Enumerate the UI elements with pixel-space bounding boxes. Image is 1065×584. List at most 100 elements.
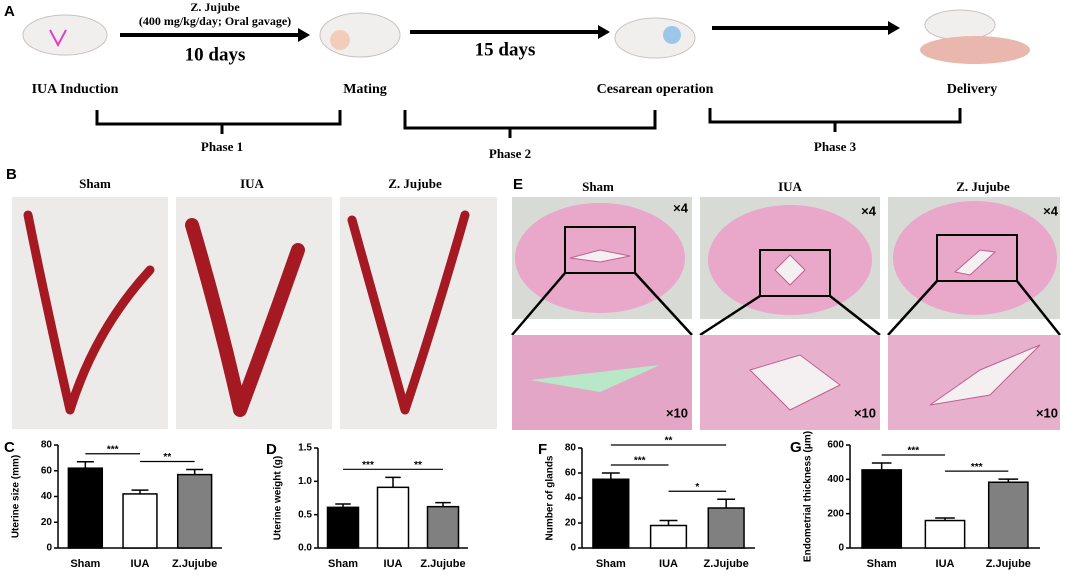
panel-letter: G xyxy=(790,439,802,456)
bar xyxy=(861,469,903,549)
significance-label: *** xyxy=(634,456,646,467)
y-tick-label: 600 xyxy=(827,440,844,451)
bar xyxy=(707,507,745,549)
y-tick-label: 0 xyxy=(838,543,844,554)
x-tick-label: Z.Jujube xyxy=(420,558,465,570)
bar xyxy=(326,506,360,549)
magnification: ×10 xyxy=(666,405,688,420)
arrowhead xyxy=(598,25,610,39)
y-tick-label: 20 xyxy=(41,517,53,528)
significance-label: ** xyxy=(665,436,673,447)
error-bar xyxy=(76,460,94,469)
y-tick-label: 0.5 xyxy=(298,509,312,520)
stage: Delivery xyxy=(947,82,998,97)
y-tick-label: 200 xyxy=(827,508,844,519)
y-tick-label: 400 xyxy=(827,474,844,485)
y-tick-label: 40 xyxy=(565,493,577,504)
x-tick-label: Z.Jujube xyxy=(172,558,217,570)
x-tick-label: Sham xyxy=(867,558,897,570)
bar xyxy=(592,478,630,549)
y-tick-label: 20 xyxy=(565,518,577,529)
phase: Phase 1 xyxy=(201,139,243,154)
group-label: IUA xyxy=(240,176,264,191)
interval: 10 days xyxy=(185,44,246,65)
y-tick-label: 0.0 xyxy=(298,543,312,554)
significance-label: * xyxy=(695,482,699,493)
bracket xyxy=(403,110,657,138)
error-bar xyxy=(335,503,351,508)
x-tick-label: IUA xyxy=(131,558,150,570)
x-tick-label: IUA xyxy=(936,558,955,570)
x-tick-label: Sham xyxy=(328,558,358,570)
stage: Cesarean operation xyxy=(597,82,714,97)
significance-label: ** xyxy=(163,452,171,463)
bracket xyxy=(708,108,962,132)
bar xyxy=(122,493,158,549)
arrowhead xyxy=(888,21,900,35)
y-tick-label: 0 xyxy=(570,543,576,554)
stage: IUA Induction xyxy=(32,82,119,97)
error-bar xyxy=(871,462,892,470)
y-tick-label: 80 xyxy=(565,443,577,454)
magnification: ×4 xyxy=(1043,203,1059,218)
arrowhead xyxy=(298,28,310,42)
significance-label: *** xyxy=(907,446,919,457)
magnification: ×4 xyxy=(673,200,689,215)
phase: Phase 2 xyxy=(489,146,531,161)
panel-letter: C xyxy=(4,439,15,456)
panel-letter: E xyxy=(513,176,523,193)
error-bar xyxy=(717,498,736,508)
error-bar xyxy=(435,501,451,507)
group-label: Sham xyxy=(582,179,614,194)
stage: Mating xyxy=(343,82,387,97)
y-axis-label: Number of glands xyxy=(545,455,556,540)
panel-letter: F xyxy=(538,441,547,458)
panel-letter: D xyxy=(266,441,277,458)
group-label: IUA xyxy=(778,179,802,194)
panel-letter: A xyxy=(4,3,15,20)
y-axis-label: Uterine weight (g) xyxy=(273,456,284,540)
y-tick-label: 80 xyxy=(41,440,53,451)
error-bar xyxy=(385,476,401,488)
histology-images xyxy=(511,197,1061,430)
error-bar xyxy=(186,468,204,475)
significance-label: *** xyxy=(971,462,983,473)
y-tick-label: 40 xyxy=(41,491,53,502)
phase: Phase 3 xyxy=(814,139,857,154)
bar xyxy=(924,519,966,549)
mouse-icons xyxy=(22,9,1030,64)
panel-letter: B xyxy=(6,166,17,183)
group-label: Z. Jujube xyxy=(956,179,1010,194)
x-tick-label: Z.Jujube xyxy=(704,558,749,570)
bar xyxy=(649,524,688,549)
gross-photos xyxy=(12,197,497,429)
error-bar xyxy=(935,517,955,521)
group-label: Z. Jujube xyxy=(388,176,442,191)
bar xyxy=(987,481,1029,549)
dose: (400 mg/kg/day; Oral gavage) xyxy=(139,14,291,28)
error-bar xyxy=(659,519,678,526)
group-label: Sham xyxy=(79,176,111,191)
x-tick-label: IUA xyxy=(384,558,403,570)
bar xyxy=(176,473,213,549)
x-tick-label: Z.Jujube xyxy=(986,558,1031,570)
magnification: ×4 xyxy=(861,203,877,218)
x-tick-label: Sham xyxy=(70,558,100,570)
y-tick-label: 0 xyxy=(46,543,52,554)
y-tick-label: 60 xyxy=(41,465,53,476)
magnification: ×10 xyxy=(854,405,876,420)
x-tick-label: IUA xyxy=(659,558,678,570)
y-axis-label: Endometrial thickness (μm) xyxy=(803,431,814,562)
error-bar xyxy=(601,472,620,480)
bar xyxy=(67,467,104,549)
x-tick-label: Sham xyxy=(596,558,626,570)
magnification: ×10 xyxy=(1036,405,1058,420)
significance-label: *** xyxy=(362,460,374,471)
significance-label: ** xyxy=(414,460,422,471)
treatment: Z. Jujube xyxy=(190,0,240,14)
y-tick-label: 1.5 xyxy=(298,443,312,454)
y-axis-label: Uterine size (mm) xyxy=(11,455,22,538)
y-tick-label: 60 xyxy=(565,468,577,479)
significance-label: *** xyxy=(107,444,119,455)
